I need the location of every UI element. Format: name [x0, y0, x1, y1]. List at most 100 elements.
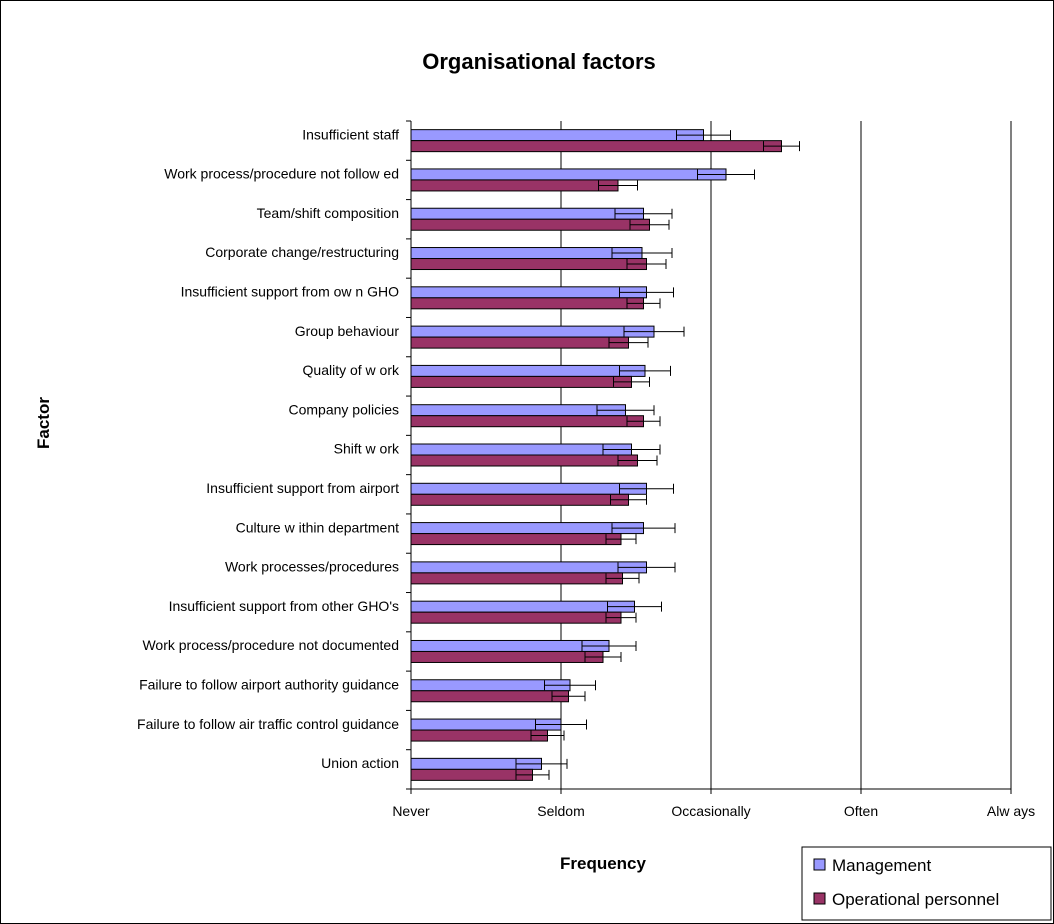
bar-management	[410, 600, 635, 613]
category-label: Group behaviour	[295, 323, 400, 339]
error-bar	[626, 298, 661, 309]
category-labels: Insufficient staff Work process/procedure…	[137, 126, 400, 771]
bar-operational-personnel	[410, 533, 622, 546]
bar-management	[410, 561, 647, 574]
x-tick-labels: Never Seldom Occasionally Often Alw ays	[392, 803, 1035, 819]
legend-box	[801, 846, 1052, 921]
x-tick-label: Never	[392, 803, 430, 819]
error-bars	[515, 130, 800, 780]
bar-management	[410, 207, 644, 220]
error-bar	[515, 769, 550, 780]
bar-management	[410, 639, 610, 652]
bar-operational-personnel	[410, 768, 533, 781]
error-bar	[619, 287, 674, 298]
category-label: Team/shift composition	[257, 205, 399, 221]
error-bar	[617, 562, 676, 573]
x-axis-title: Frequency	[560, 854, 647, 873]
bar-management	[410, 325, 655, 338]
error-bar	[605, 573, 640, 584]
category-label: Insufficient support from airport	[206, 480, 399, 496]
error-bar	[619, 483, 674, 494]
bar-operational-personnel	[410, 258, 647, 271]
bar-operational-personnel	[410, 179, 619, 192]
bar-operational-personnel	[410, 650, 604, 663]
category-label: Quality of w ork	[303, 362, 400, 378]
bar-operational-personnel	[410, 454, 638, 467]
bar-management	[410, 364, 646, 377]
error-bar	[535, 719, 587, 730]
bar-management	[410, 443, 632, 456]
x-tick-label: Occasionally	[671, 803, 750, 819]
error-bar	[608, 337, 649, 348]
bar-operational-personnel	[410, 493, 629, 506]
error-bar	[610, 494, 647, 505]
bar-management	[410, 522, 644, 535]
error-bar	[676, 130, 731, 141]
bar-management	[410, 286, 647, 299]
error-bar	[605, 534, 637, 545]
error-bar	[617, 455, 658, 466]
error-bar	[629, 219, 670, 230]
bar-operational-personnel	[410, 611, 622, 624]
error-bar	[581, 640, 637, 651]
x-tick-label: Seldom	[537, 803, 584, 819]
error-bar	[697, 169, 755, 180]
bar-operational-personnel	[410, 375, 632, 388]
error-bar	[613, 376, 650, 387]
error-bar	[598, 180, 638, 191]
category-label: Work process/procedure not follow ed	[164, 166, 399, 182]
x-tick-label: Often	[844, 803, 878, 819]
error-bar	[611, 248, 673, 259]
error-bar	[596, 405, 655, 416]
error-bar	[544, 680, 596, 691]
category-label: Culture w ithin department	[236, 519, 400, 535]
error-bar	[611, 523, 676, 534]
legend-label: Management	[832, 856, 932, 875]
category-label: Failure to follow airport authority guid…	[139, 676, 399, 692]
category-label: Insufficient support from ow n GHO	[181, 284, 399, 300]
category-label: Union action	[321, 755, 399, 771]
x-tick-label: Alw ays	[987, 803, 1035, 819]
error-bar	[614, 208, 673, 219]
legend-swatch	[813, 858, 826, 871]
category-label: Insufficient support from other GHO's	[169, 598, 399, 614]
bars	[410, 129, 782, 781]
chart-title: Organisational factors	[422, 49, 656, 74]
bar-management	[410, 404, 626, 417]
bar-management	[410, 247, 643, 260]
category-label: Corporate change/restructuring	[205, 244, 399, 260]
bar-operational-personnel	[410, 572, 623, 585]
error-bar	[605, 612, 637, 623]
error-bar	[551, 691, 586, 702]
bar-management	[410, 168, 727, 181]
bar-operational-personnel	[410, 297, 644, 310]
category-label: Work process/procedure not documented	[142, 637, 399, 653]
error-bar	[626, 416, 661, 427]
legend: Management Operational personnel	[801, 846, 1052, 921]
error-bar	[623, 326, 685, 337]
bar-operational-personnel	[410, 140, 782, 153]
error-bar	[607, 601, 662, 612]
category-label: Failure to follow air traffic control gu…	[137, 716, 399, 732]
bar-operational-personnel	[410, 218, 650, 231]
y-axis-title: Factor	[34, 397, 53, 449]
error-bar	[602, 444, 661, 455]
bar-operational-personnel	[410, 690, 569, 703]
bar-operational-personnel	[410, 336, 629, 349]
error-bar	[530, 730, 565, 741]
error-bar	[763, 141, 800, 152]
error-bar	[626, 259, 667, 270]
legend-swatch	[813, 892, 826, 905]
error-bar	[619, 365, 671, 376]
axes	[406, 120, 1012, 794]
category-label: Work processes/procedures	[225, 559, 399, 575]
error-bar	[584, 651, 622, 662]
bar-management	[410, 129, 704, 142]
legend-label: Operational personnel	[832, 890, 999, 909]
category-label: Company policies	[289, 401, 400, 417]
category-label: Insufficient staff	[302, 126, 399, 142]
bar-management	[410, 482, 647, 495]
bar-operational-personnel	[410, 729, 548, 742]
